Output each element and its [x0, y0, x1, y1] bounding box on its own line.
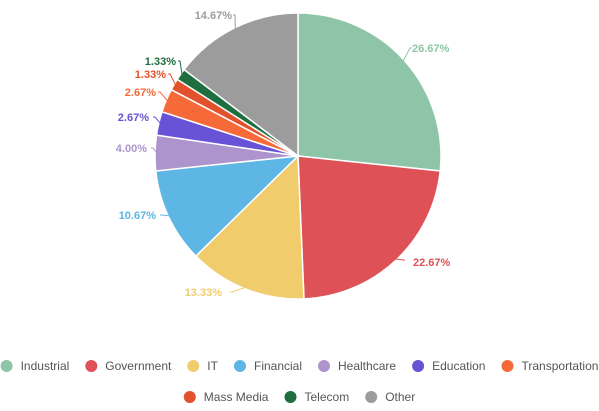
legend-swatch-financial — [234, 360, 246, 372]
legend-swatch-education — [412, 360, 425, 372]
percent-label-education: 2.67% — [118, 112, 149, 124]
legend-swatch-it — [187, 360, 200, 372]
slices-layer — [154, 12, 442, 300]
legend-label-government: Government — [105, 359, 172, 373]
legend-label-transportation: Transportation — [522, 359, 599, 373]
legend-label-education: Education — [432, 359, 485, 373]
legend-label-other: Other — [385, 390, 415, 404]
legend-label-financial: Financial — [254, 359, 302, 373]
leader-line-other — [233, 14, 236, 30]
leader-line-mass-media — [168, 73, 177, 86]
legend-label-mass-media: Mass Media — [204, 390, 269, 404]
pie-slice-government[interactable] — [297, 155, 442, 300]
legend-swatch-mass-media — [183, 391, 196, 403]
percent-label-other: 14.67% — [195, 10, 233, 22]
percent-label-telecom: 1.33% — [145, 56, 176, 68]
legend-item-healthcare[interactable]: Healthcare — [318, 359, 396, 373]
legend-item-industrial[interactable]: Industrial — [0, 359, 70, 373]
percent-label-industrial: 26.67% — [412, 43, 450, 55]
legend-swatch-transportation — [501, 360, 514, 372]
leader-line-financial — [160, 214, 171, 217]
legend-swatch-industrial — [0, 360, 13, 372]
leader-line-transportation — [158, 91, 169, 102]
legend-label-it: IT — [207, 359, 218, 373]
legend-swatch-healthcare — [318, 360, 330, 372]
percent-label-it: 13.33% — [185, 287, 223, 299]
pie-slice-financial[interactable] — [154, 155, 301, 258]
percent-label-healthcare: 4.00% — [116, 143, 147, 155]
legend: Industrial Government IT Financial Healthcar… — [0, 359, 599, 404]
legend-item-it[interactable]: IT — [187, 359, 219, 373]
legend-item-telecom[interactable]: Telecom — [284, 390, 350, 404]
leader-line-it — [230, 286, 247, 293]
legend-item-education[interactable]: Education — [412, 359, 485, 373]
leader-line-healthcare — [151, 147, 158, 154]
legend-label-telecom: Telecom — [305, 390, 350, 404]
percent-label-transportation: 2.67% — [125, 87, 156, 99]
percent-labels-layer: 26.67% 22.67% 13.33% 10.67% 4.00% 2.67% 2.67% 1… — [116, 10, 451, 299]
legend-item-government[interactable]: Government — [85, 359, 172, 373]
legend-label-healthcare: Healthcare — [338, 359, 396, 373]
percent-label-government: 22.67% — [413, 257, 451, 269]
percent-label-financial: 10.67% — [119, 210, 157, 222]
legend-label-industrial: Industrial — [21, 359, 70, 373]
leader-line-industrial — [402, 47, 412, 62]
legend-item-mass-media[interactable]: Mass Media — [183, 390, 269, 404]
pie-slice-industrial[interactable] — [297, 12, 442, 172]
percent-label-mass-media: 1.33% — [135, 69, 166, 81]
leader-line-government — [394, 258, 405, 261]
leader-lines-layer — [151, 14, 412, 293]
legend-item-financial[interactable]: Financial — [234, 359, 302, 373]
legend-swatch-other — [365, 391, 378, 403]
pie-slice-other[interactable] — [183, 12, 299, 158]
legend-swatch-telecom — [284, 391, 297, 403]
leader-line-education — [153, 116, 162, 125]
pie-slice-it[interactable] — [194, 154, 305, 300]
legend-swatch-government — [85, 360, 98, 372]
leader-line-telecom — [178, 60, 183, 76]
legend-item-transportation[interactable]: Transportation — [501, 359, 599, 373]
legend-item-other[interactable]: Other — [365, 390, 415, 404]
